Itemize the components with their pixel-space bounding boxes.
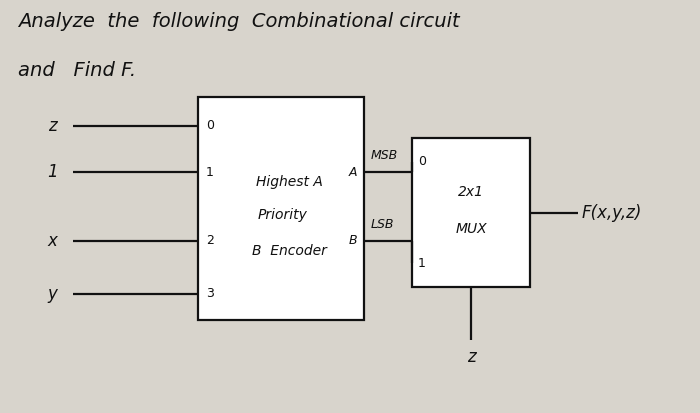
Text: MSB: MSB [371, 149, 398, 162]
Text: 0: 0 [418, 155, 426, 169]
Text: B: B [349, 235, 357, 247]
Text: A: A [349, 166, 357, 178]
Text: x: x [48, 232, 57, 250]
Text: 3: 3 [206, 287, 214, 300]
Text: 1: 1 [48, 163, 58, 181]
Text: z: z [467, 348, 475, 366]
Bar [412, 138, 530, 287]
Text: Highest A: Highest A [256, 175, 323, 189]
Text: B  Encoder: B Encoder [252, 244, 327, 258]
Text: and   Find F.: and Find F. [18, 61, 136, 80]
Text: 1: 1 [206, 166, 214, 178]
Text: 2x1: 2x1 [458, 185, 484, 199]
Bar [198, 97, 364, 320]
Text: z: z [48, 116, 57, 135]
Text: LSB: LSB [371, 218, 394, 231]
Text: y: y [48, 285, 57, 302]
Text: Priority: Priority [258, 208, 307, 222]
Text: 0: 0 [206, 119, 214, 132]
Text: MUX: MUX [455, 222, 487, 236]
Text: F(x,y,z): F(x,y,z) [582, 204, 642, 221]
Text: Analyze  the  following  Combinational circuit: Analyze the following Combinational circ… [18, 12, 460, 31]
Text: 1: 1 [418, 256, 426, 270]
Text: 2: 2 [206, 235, 214, 247]
